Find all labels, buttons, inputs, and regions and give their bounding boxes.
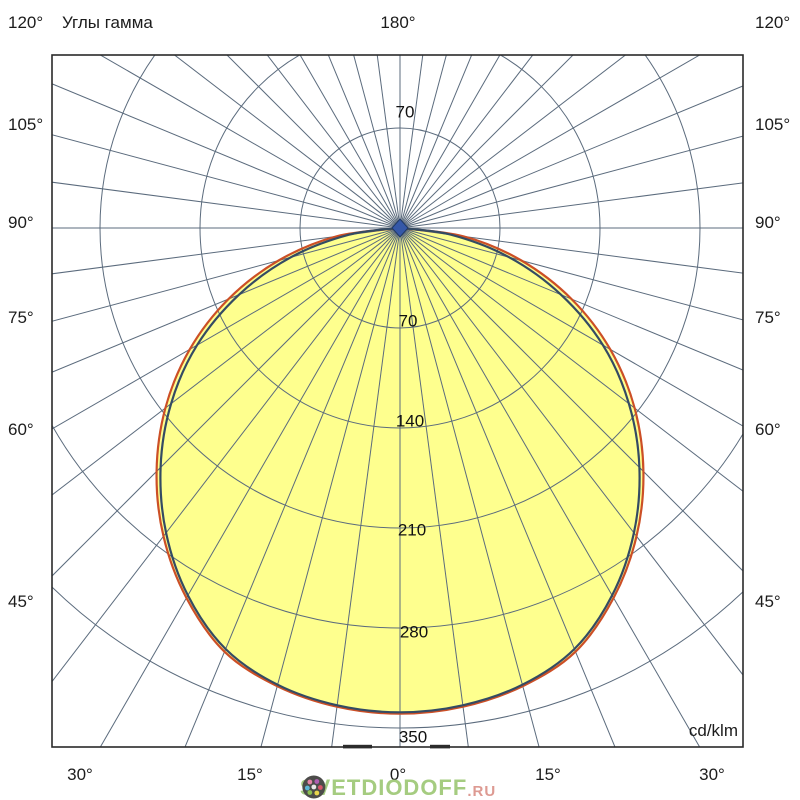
gamma-label-left-45: 45° <box>8 592 34 611</box>
watermark-text-ru: .RU <box>467 783 497 800</box>
gamma-label-left-105: 105° <box>8 115 44 134</box>
radial-tick-280: 280 <box>399 622 429 642</box>
gamma-label-top-right: 120° <box>755 13 791 32</box>
gamma-label-left-75: 75° <box>8 308 34 327</box>
gamma-label-right-45: 45° <box>755 592 781 611</box>
gamma-label-right-90: 90° <box>755 213 781 232</box>
center-marker <box>391 218 409 238</box>
gamma-label-bottom-2: 0° <box>389 765 407 784</box>
gamma-label-right-60: 60° <box>755 420 781 439</box>
gamma-label-bottom-1: 15° <box>237 765 263 784</box>
gamma-label-top-center: 180° <box>380 13 416 32</box>
gamma-label-bottom-0: 30° <box>67 765 93 784</box>
page-title: Углы гамма <box>62 13 153 32</box>
radial-tick-140: 140 <box>395 411 425 431</box>
gamma-label-bottom-3: 15° <box>535 765 561 784</box>
radial-tick-70: 70 <box>398 311 418 331</box>
radial-tick-70-upper: 70 <box>395 102 415 122</box>
gamma-label-left-90: 90° <box>8 213 34 232</box>
gamma-label-right-105: 105° <box>755 115 791 134</box>
gamma-label-left-60: 60° <box>8 420 34 439</box>
radial-tick-350: 350 <box>398 727 428 747</box>
gamma-label-bottom-4: 30° <box>699 765 725 784</box>
watermark: SVET DIODOFF .RU <box>300 775 496 800</box>
led-cluster-logo-icon <box>302 775 326 799</box>
gamma-label-top-left: 120° <box>8 13 44 32</box>
gamma-label-right-75: 75° <box>755 308 781 327</box>
watermark-text-diodoff: DIODOFF <box>361 775 468 800</box>
radial-tick-210: 210 <box>397 520 427 540</box>
unit-label: cd/klm <box>688 721 738 740</box>
